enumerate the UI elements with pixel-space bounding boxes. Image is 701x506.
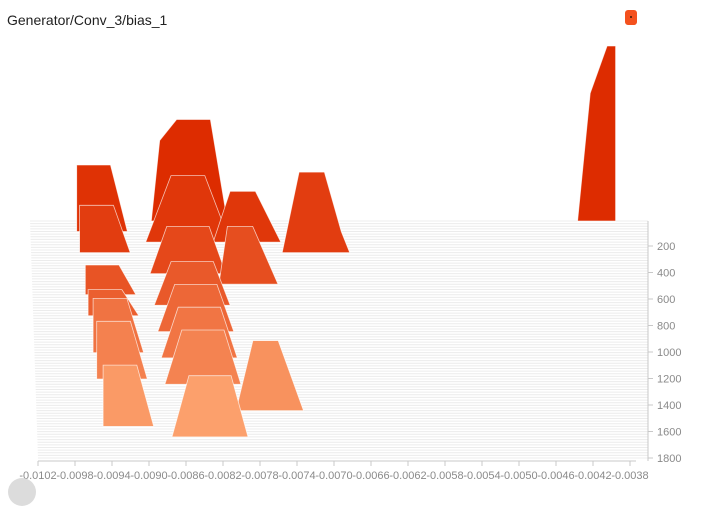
y-tick-label: 800: [657, 321, 675, 333]
x-tick-label: -0.0066: [352, 470, 389, 482]
x-tick-label: -0.0054: [463, 470, 500, 482]
x-tick-label: -0.0090: [130, 470, 167, 482]
histogram-slice: [79, 204, 131, 254]
y-tick-label: 1600: [657, 427, 681, 439]
y-axis: 200 400 600 800 1000 1200 1400 1600 1800: [647, 221, 681, 465]
x-tick-label: -0.0038: [611, 470, 648, 482]
x-tick-label: -0.0086: [167, 470, 204, 482]
x-tick-label: -0.0062: [389, 470, 426, 482]
x-tick-label: -0.0058: [426, 470, 463, 482]
avatar: [8, 478, 36, 506]
x-tick-label: -0.0042: [574, 470, 611, 482]
y-tick-label: 1000: [657, 347, 681, 359]
y-tick-label: 1200: [657, 374, 681, 386]
x-tick-label: -0.0094: [93, 470, 130, 482]
x-tick-label: -0.0070: [315, 470, 352, 482]
histogram-slice: [102, 364, 155, 427]
histogram-chart: -0.0102 -0.0098 -0.0094 -0.0090 -0.0086 -0.00…: [19, 45, 681, 482]
y-tick-label: 1800: [657, 453, 681, 465]
histogram-slice: [218, 225, 279, 285]
y-tick-label: 600: [657, 294, 675, 306]
x-axis: -0.0102 -0.0098 -0.0094 -0.0090 -0.0086 -0.00…: [19, 460, 649, 482]
x-tick-label: -0.0082: [204, 470, 241, 482]
x-tick-label: -0.0046: [537, 470, 574, 482]
histogram-slice: [577, 45, 616, 222]
dot-icon: [630, 16, 632, 18]
histogram-slice: [171, 375, 249, 438]
y-tick-label: 400: [657, 268, 675, 280]
histogram-slice: [235, 340, 305, 412]
x-tick-label: -0.0078: [241, 470, 278, 482]
expand-button[interactable]: [625, 10, 637, 25]
y-tick-label: 200: [657, 241, 675, 253]
y-tick-label: 1400: [657, 400, 681, 412]
x-tick-label: -0.0098: [56, 470, 93, 482]
histogram-slices: [76, 45, 616, 438]
x-tick-label: -0.0074: [278, 470, 315, 482]
histogram-slice: [281, 171, 351, 254]
chart-title: Generator/Conv_3/bias_1: [7, 12, 168, 28]
x-tick-label: -0.0050: [500, 470, 537, 482]
